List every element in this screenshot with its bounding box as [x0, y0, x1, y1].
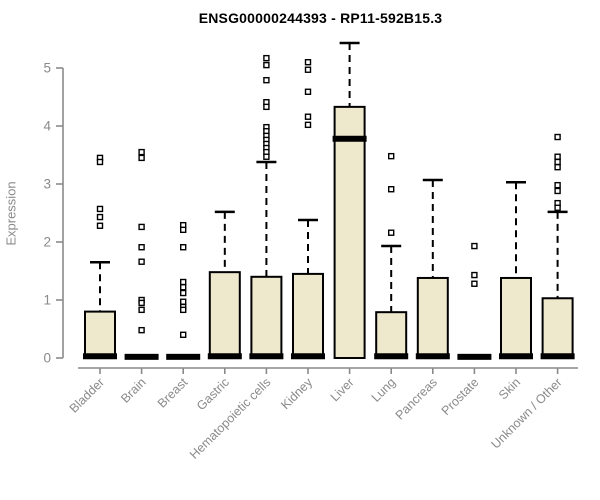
y-tick-label: 0	[43, 351, 51, 366]
median-line	[166, 353, 201, 360]
box	[541, 297, 574, 360]
outlier-point	[179, 298, 187, 305]
outlier-point	[304, 59, 312, 66]
median-line	[374, 353, 409, 360]
outlier-point	[554, 153, 561, 160]
outlier-point	[138, 258, 145, 265]
outlier-point	[388, 186, 395, 193]
x-tick-label: Skin	[496, 375, 523, 402]
outlier-point	[304, 121, 312, 129]
x-tick-label: Breast	[155, 375, 191, 411]
x-tick-label: Pancreas	[393, 375, 440, 422]
outlier-point	[388, 152, 395, 160]
outlier-point	[179, 306, 187, 314]
box	[416, 276, 449, 359]
y-tick-label: 1	[43, 293, 51, 308]
outlier-point	[471, 271, 478, 279]
outlier-point	[138, 306, 145, 314]
outlier-point	[179, 244, 187, 251]
outlier-point	[263, 54, 270, 62]
outlier-point	[554, 163, 561, 171]
outlier-point	[179, 226, 187, 234]
box	[208, 271, 241, 359]
outlier-point	[471, 242, 478, 250]
x-tick-label: Prostate	[439, 375, 482, 418]
box	[84, 310, 116, 360]
x-tick-label: Hematopoietic cells	[187, 375, 274, 462]
outlier-point	[138, 223, 145, 231]
outlier-point	[96, 222, 104, 229]
outlier-point	[263, 103, 270, 111]
outlier-point	[554, 204, 561, 211]
y-tick-label: 3	[43, 177, 51, 192]
outlier-point	[138, 154, 145, 162]
median-line	[415, 353, 450, 360]
box	[250, 275, 283, 359]
y-tick-label: 2	[43, 235, 51, 250]
y-tick-label: 4	[43, 119, 51, 134]
median-line	[291, 353, 325, 360]
outlier-point	[471, 280, 478, 287]
outlier-point	[96, 213, 104, 221]
outlier-point	[304, 113, 312, 120]
x-tick-label: Lung	[369, 375, 399, 405]
y-tick-label: 5	[43, 61, 51, 76]
box	[333, 105, 366, 359]
outlier-point	[179, 331, 187, 338]
median-line	[207, 353, 242, 360]
box	[292, 272, 324, 359]
outlier-point	[138, 299, 145, 307]
outlier-point	[138, 148, 145, 156]
median-line	[540, 353, 575, 360]
outlier-point	[138, 244, 145, 251]
median-line	[457, 353, 492, 360]
outlier-point	[388, 229, 395, 236]
x-tick-label: Unknown / Other	[488, 375, 564, 451]
outlier-point	[554, 133, 561, 141]
box	[375, 311, 408, 359]
outlier-point	[263, 153, 270, 160]
median-line	[499, 353, 533, 360]
x-tick-label: Kidney	[278, 375, 315, 412]
box	[500, 276, 532, 359]
median-line	[249, 353, 284, 360]
x-tick-label: Bladder	[67, 375, 107, 415]
outlier-point	[554, 181, 561, 189]
x-tick-label: Gastric	[194, 375, 232, 413]
outlier-point	[96, 205, 104, 213]
outlier-point	[179, 284, 187, 291]
outlier-point	[554, 187, 561, 195]
outlier-point	[554, 158, 561, 166]
outlier-point	[304, 66, 312, 73]
x-tick-label: Liver	[328, 375, 357, 404]
outlier-point	[263, 61, 270, 69]
outlier-point	[138, 326, 145, 334]
outlier-point	[179, 278, 187, 286]
outlier-point	[263, 76, 270, 84]
median-line	[83, 353, 117, 360]
median-line	[124, 353, 159, 360]
x-tick-label: Brain	[118, 375, 149, 406]
chart-title: ENSG00000244393 - RP11-592B15.3	[198, 10, 443, 26]
outlier-point	[304, 88, 312, 95]
outlier-point	[179, 289, 187, 297]
median-line	[332, 135, 367, 142]
outlier-point	[96, 158, 104, 166]
